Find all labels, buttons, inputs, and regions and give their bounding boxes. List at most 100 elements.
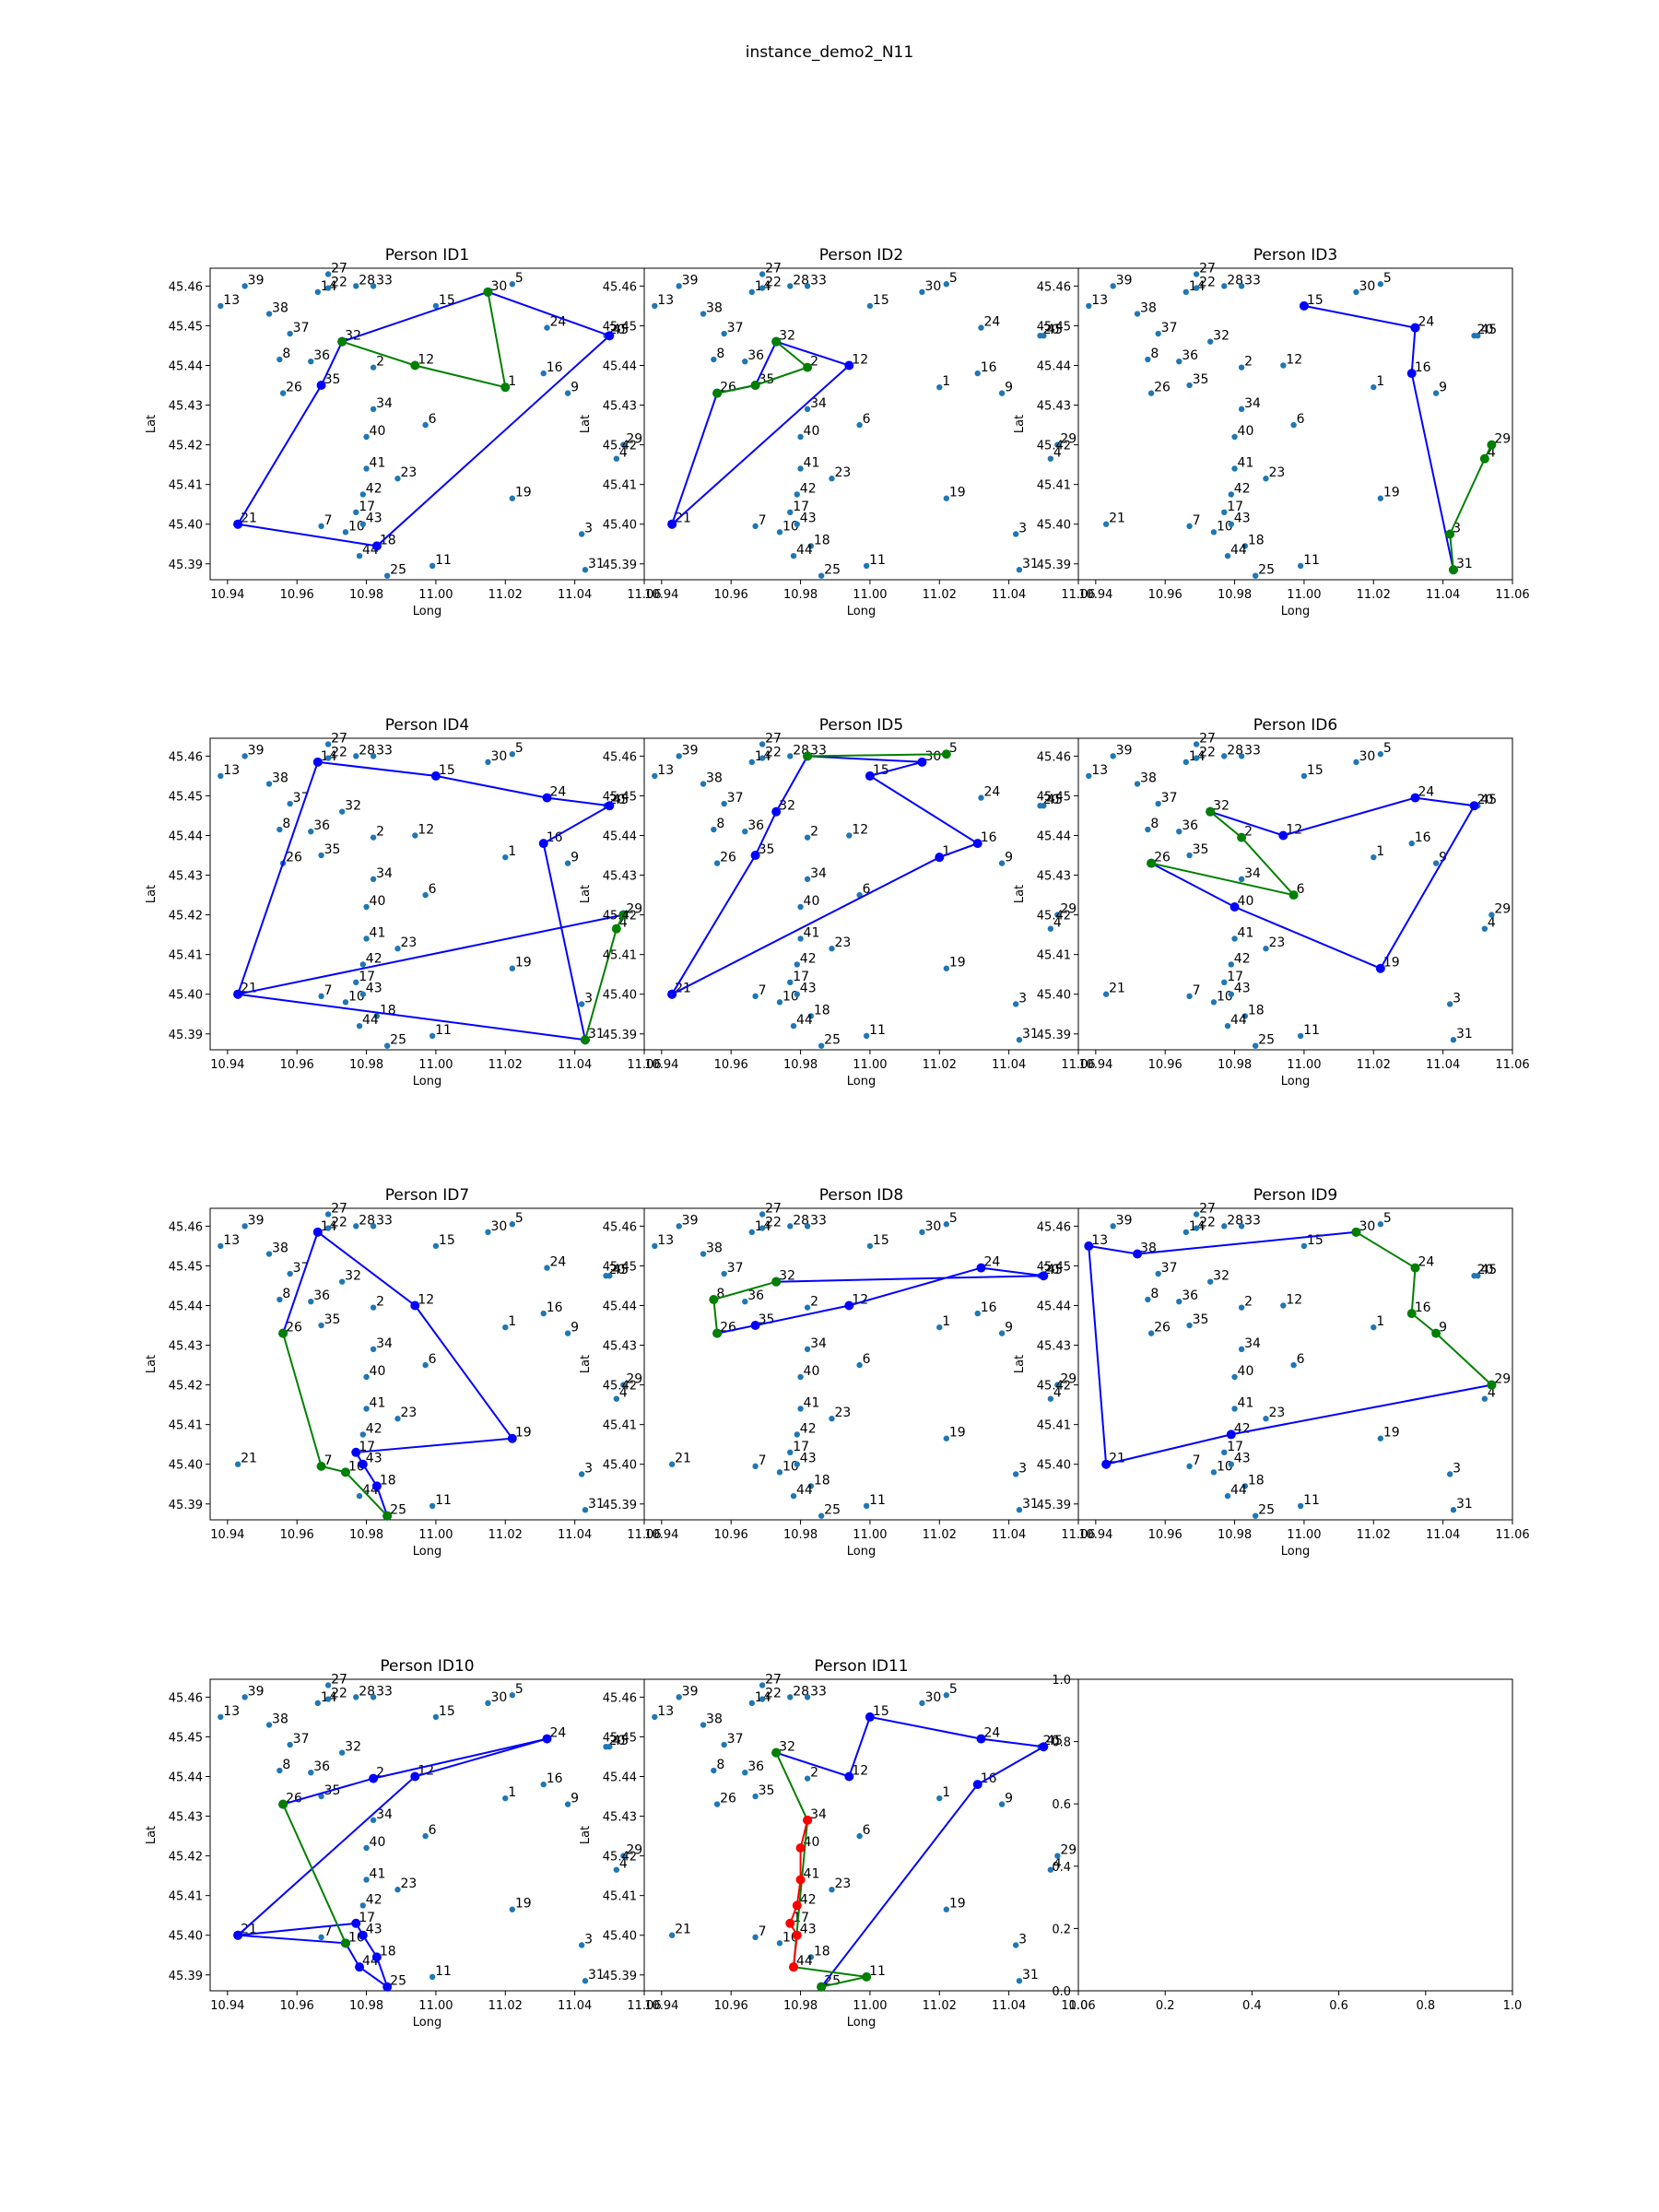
- node-label-4: 4: [619, 1857, 628, 1872]
- node-point-38: [265, 1722, 273, 1728]
- node-label-22: 22: [765, 1687, 782, 1701]
- node-label-36: 36: [313, 818, 330, 833]
- node-point-19: [509, 1906, 516, 1912]
- node-label-13: 13: [657, 763, 674, 778]
- node-point-22: [759, 1225, 766, 1231]
- node-label-6: 6: [429, 882, 437, 897]
- node-point-28: [1221, 283, 1228, 289]
- node-label-39: 39: [682, 1213, 699, 1228]
- y-tick-label: 45.45: [169, 1260, 203, 1274]
- node-point-42: [359, 491, 366, 498]
- route-green-line: [1150, 810, 1297, 897]
- node-label-26: 26: [720, 1792, 736, 1806]
- node-label-39: 39: [1116, 1213, 1133, 1228]
- node-label-39: 39: [1116, 743, 1133, 758]
- subplot-person-4: 10.94 10.96 10.98 11.00 11.02 11.04 11.06 45.39…: [145, 716, 662, 1088]
- node-point-28: [353, 1223, 359, 1230]
- node-point-10: [1210, 999, 1218, 1006]
- node-point-28: [353, 283, 359, 289]
- node-label-29: 29: [1060, 432, 1077, 447]
- node-label-19: 19: [949, 1897, 966, 1912]
- node-label-26: 26: [1154, 851, 1171, 865]
- node-point-38: [265, 1251, 273, 1257]
- node-label-22: 22: [765, 746, 782, 760]
- node-label-20: 20: [1477, 323, 1494, 337]
- node-point-16: [974, 1310, 981, 1317]
- node-label-37: 37: [1161, 1261, 1178, 1276]
- x-tick-label: 11.06: [627, 588, 661, 602]
- y-tick-label: 45.40: [1037, 1459, 1071, 1473]
- route-blue-marker-17: [351, 1918, 361, 1928]
- node-label-6: 6: [429, 1823, 437, 1838]
- y-tick-label: 45.44: [1037, 1300, 1071, 1313]
- node-point-10: [342, 529, 349, 535]
- x-tick-label: 11.00: [853, 1528, 887, 1542]
- node-point-36: [742, 358, 748, 365]
- node-point-44: [790, 1022, 797, 1030]
- node-label-45: 45: [612, 323, 629, 337]
- node-label-18: 18: [380, 1473, 396, 1488]
- x-tick-label: 10.96: [280, 1999, 314, 2013]
- node-point-31: [1016, 1507, 1023, 1513]
- node-label-8: 8: [1150, 817, 1159, 831]
- x-tick-label: 11.02: [923, 1058, 957, 1072]
- node-label-13: 13: [223, 293, 240, 308]
- node-point-21: [234, 1461, 241, 1467]
- node-point-6: [856, 1361, 863, 1369]
- node-point-27: [759, 1211, 766, 1218]
- node-label-25: 25: [1258, 1503, 1275, 1518]
- node-point-23: [394, 1416, 401, 1422]
- node-point-3: [1012, 531, 1019, 537]
- node-label-41: 41: [1238, 925, 1254, 940]
- route-green-marker-32: [337, 336, 347, 347]
- node-point-13: [652, 1713, 658, 1721]
- node-label-7: 7: [1193, 983, 1201, 998]
- x-tick-label: 11.02: [923, 588, 957, 602]
- route-blue-marker-17: [351, 1447, 361, 1457]
- node-label-34: 34: [810, 1807, 827, 1822]
- node-point-8: [711, 356, 717, 363]
- route-blue-marker-24: [542, 1734, 552, 1744]
- y-axis-label: Lat: [579, 1826, 593, 1844]
- x-tick-label: 10.98: [783, 1999, 818, 2013]
- node-point-13: [652, 302, 658, 310]
- y-tick-label: 45.44: [603, 359, 637, 373]
- node-label-38: 38: [706, 771, 723, 786]
- y-tick-label: 45.46: [1037, 280, 1071, 294]
- node-point-28: [787, 283, 794, 289]
- node-label-29: 29: [1060, 1372, 1077, 1387]
- node-label-5: 5: [949, 1211, 958, 1226]
- node-label-8: 8: [716, 1287, 724, 1301]
- node-label-39: 39: [248, 743, 265, 758]
- route-blue-marker-24: [1410, 323, 1420, 333]
- node-point-14: [748, 759, 756, 766]
- node-point-31: [1016, 1978, 1023, 1984]
- node-label-41: 41: [1238, 1395, 1254, 1410]
- node-label-18: 18: [814, 533, 830, 547]
- node-point-28: [787, 1223, 794, 1230]
- x-tick-label: 10.98: [783, 1058, 818, 1072]
- node-point-31: [582, 1507, 589, 1513]
- node-point-33: [370, 1223, 377, 1230]
- node-label-6: 6: [1297, 412, 1305, 427]
- node-label-30: 30: [924, 1219, 941, 1234]
- node-point-30: [919, 1229, 925, 1236]
- node-point-18: [373, 1013, 381, 1019]
- node-label-11: 11: [435, 553, 452, 568]
- node-point-29: [1488, 912, 1495, 918]
- y-tick-label: 45.43: [1037, 400, 1071, 414]
- y-tick-label: 45.43: [1037, 1340, 1071, 1354]
- route-green-marker-5: [941, 749, 951, 759]
- x-tick-label: 0.4: [1242, 1999, 1262, 2013]
- node-label-29: 29: [1060, 902, 1077, 917]
- node-point-25: [818, 1042, 825, 1049]
- node-point-7: [752, 993, 759, 1000]
- node-point-42: [359, 961, 366, 968]
- y-tick-label: 45.40: [603, 989, 637, 1003]
- node-point-25: [1252, 1042, 1259, 1049]
- node-label-4: 4: [1053, 1386, 1062, 1401]
- node-label-34: 34: [376, 1336, 393, 1351]
- node-point-7: [1186, 1463, 1193, 1470]
- node-label-2: 2: [376, 1295, 384, 1310]
- node-point-10: [1210, 529, 1218, 535]
